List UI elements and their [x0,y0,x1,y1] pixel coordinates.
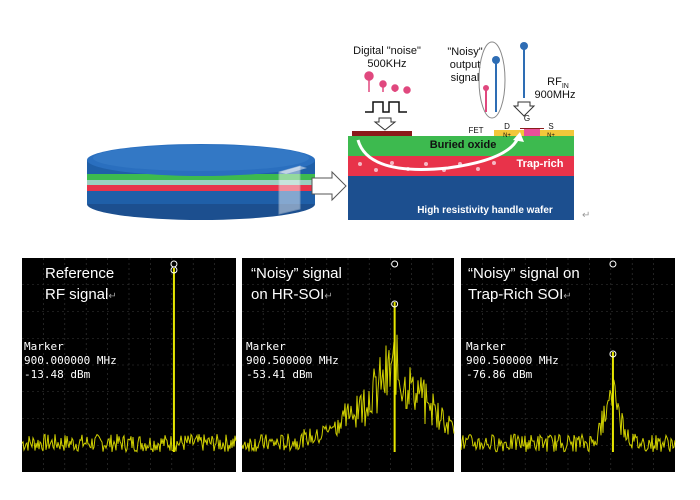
panel-3-marker-ref [609,260,617,268]
panel-1-title-line2-text: RF signal [45,286,109,303]
source-n-plus-label: N+ [547,133,555,139]
noisy-output-label-2: output [449,59,481,71]
panel-2-title-line2-text: on HR-SOI [251,286,325,303]
panel-1-noise-trace [21,433,237,454]
rf-in-sub: IN [561,83,569,91]
panel-2-noise-trace [241,334,455,453]
panel-1-return-mark: ↵ [108,291,117,302]
drain-n-plus-label: N+ [503,133,511,139]
noisy-output-label-3: signal [450,72,480,84]
rf-in-freq: 900MHz [534,89,576,101]
rf-in-main: RF [547,76,562,88]
panel-2-return-mark: ↵ [324,291,333,302]
panel-3-title-line2: Trap-Rich SOI↵ [468,286,572,306]
buried-oxide-label: Buried oxide [429,139,497,151]
trap-rich-label: Trap-rich [516,158,564,170]
panel-1-marker-label: Marker [24,340,64,353]
handle-wafer-label: High resistivity handle wafer [417,205,553,216]
noisy-output-graphic [478,41,536,119]
panel-2-marker-label: Marker [246,340,286,353]
panel-3-title-line1: “Noisy” signal on [468,265,580,282]
panel-1-title-line1: Reference [45,265,115,282]
panel-3-noise-trace [460,378,676,453]
digital-noise-label: Digital "noise" [353,45,421,57]
panel-2-marker-power: -53.41 dBm [246,368,313,381]
noisy-output-label-1: "Noisy" [447,46,483,58]
gate-label: G [523,114,531,123]
noise-stimulus-graphic [364,71,411,131]
panel-3-marker-peak [609,350,617,358]
panel-2-title-line1: “Noisy” signal [251,265,342,282]
panel-2-title-line2: on HR-SOI↵ [251,286,333,306]
source-label: S [548,122,554,131]
panel-2-marker-peak [391,300,399,308]
panel-1-title-line2: RF signal↵ [45,286,117,306]
panel-1-marker-peak [170,266,178,274]
wafer-disk [87,144,347,220]
diagram-return-mark: ↵ [582,210,591,221]
panel-3-return-mark: ↵ [563,291,572,302]
digital-noise-freq: 500KHz [367,58,407,70]
fet-label: FET [468,126,484,135]
rf-in-label: RFIN [538,76,578,93]
panel-3-marker-label: Marker [466,340,506,353]
panel-2-marker-freq: 900.500000 MHz [246,354,339,367]
drain-label: D [504,122,510,131]
panel-3-marker-power: -76.86 dBm [466,368,533,381]
panel-3-title-line2-text: Trap-Rich SOI [468,286,564,303]
panel-1-marker-power: -13.48 dBm [24,368,91,381]
panel-2-marker-ref [391,260,399,268]
soi-cross-section [348,128,574,220]
panel-3-marker-freq: 900.500000 MHz [466,354,559,367]
panel-1-marker-freq: 900.000000 MHz [24,354,117,367]
